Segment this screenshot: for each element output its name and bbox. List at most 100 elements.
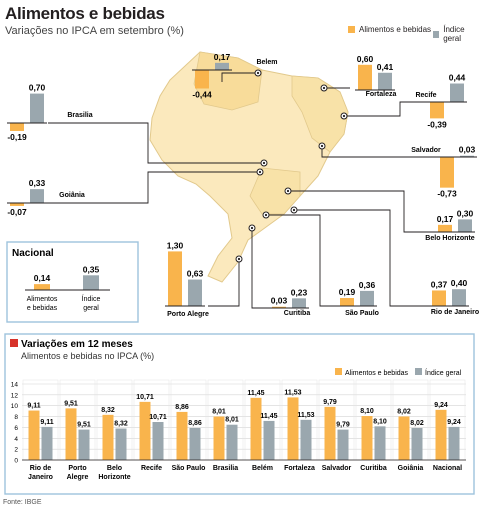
twelve-ytick-4: 4: [14, 436, 18, 443]
twelve-bar-alimentos-goiania: [398, 416, 410, 460]
twelve-bar-alimentos-porto-alegre: [65, 408, 77, 460]
city-group-brasilia: -0,19 0,70 Brasilia: [7, 83, 93, 142]
nacional-box: Nacional 0,14 Alimentos e bebidas 0,35 Índice…: [6, 241, 139, 323]
twelve-category-rio-de-janeiro-1: Janeiro: [28, 474, 53, 481]
bar-alimentos-sao-paulo: [340, 298, 354, 306]
twelve-frame: [4, 333, 475, 495]
bar-alimentos-fortaleza: [358, 64, 372, 90]
twelve-month-chart: Variações em 12 meses Alimentos e bebidas…: [4, 333, 475, 495]
twelve-ytick-0: 0: [14, 458, 18, 465]
twelve-title: Variações em 12 meses: [21, 339, 133, 350]
nacional-value-alimentos-e-bebidas: 0,14: [34, 273, 51, 283]
label-alimentos-curitiba: 0,03: [271, 296, 288, 306]
bar-indice-porto-alegre: [188, 279, 202, 306]
twelve-ytick-14: 14: [11, 382, 19, 389]
twelve-bar-indice-sao-paulo: [189, 427, 201, 460]
connector-line-goiania: [42, 171, 260, 204]
city-name-curitiba: Curitiba: [284, 310, 311, 317]
city-marker-dot-sao-paulo: [264, 213, 268, 217]
twelve-category-porto-alegre-0: Porto: [68, 465, 86, 472]
label-indice-porto-alegre: 0,63: [187, 269, 204, 279]
legend-indice: Índice geral: [433, 25, 480, 43]
twelve-bar-indice-curitiba: [374, 426, 386, 460]
bar-alimentos-belo-horizonte: [438, 224, 452, 232]
twelve-label-indice-belo-horizonte: 8,32: [114, 421, 128, 428]
bar-indice-brasilia: [30, 93, 44, 123]
brazil-map: [149, 51, 349, 283]
twelve-legend-alimentos: Alimentos e bebidas: [345, 370, 409, 377]
city-groups: -0,44 0,17 Belem 0,600,41 Fortaleza -0,39 0,44…: [7, 52, 479, 318]
twelve-bar-indice-nacional: [448, 426, 460, 460]
twelve-category-goiania-0: Goiânia: [398, 465, 424, 472]
bar-alimentos-goiania: [10, 203, 24, 206]
twelve-bar-indice-belem: [263, 420, 275, 460]
label-indice-recife: 0,44: [449, 73, 466, 83]
label-alimentos-recife: -0,39: [427, 119, 447, 129]
bar-indice-sao-paulo: [360, 290, 374, 306]
twelve-label-alimentos-curitiba: 8,10: [360, 408, 374, 415]
label-alimentos-belem: -0,44: [192, 89, 212, 99]
label-alimentos-salvador: -0,73: [437, 189, 457, 199]
bar-alimentos-rio-de-janeiro: [432, 290, 446, 306]
connector-line-rio-de-janeiro: [294, 209, 432, 307]
label-alimentos-brasilia: -0,19: [7, 132, 27, 142]
page-subtitle: Variações no IPCA em setembro (%): [5, 25, 184, 37]
city-marker-dot-porto-alegre: [237, 257, 241, 261]
label-indice-goiania: 0,33: [29, 178, 46, 188]
twelve-bar-alimentos-salvador: [324, 406, 336, 460]
bar-indice-fortaleza: [378, 72, 392, 90]
twelve-label-alimentos-porto-alegre: 9,51: [64, 400, 78, 407]
twelve-bar-indice-belo-horizonte: [115, 428, 127, 460]
twelve-bar-alimentos-sao-paulo: [176, 411, 188, 460]
bar-indice-belem: [215, 62, 229, 70]
twelve-bar-alimentos-belo-horizonte: [102, 414, 114, 460]
label-alimentos-sao-paulo: 0,19: [339, 287, 356, 297]
twelve-label-indice-brasilia: 8,01: [225, 417, 239, 424]
label-indice-brasilia: 0,70: [29, 83, 46, 93]
city-name-recife: Recife: [415, 92, 436, 99]
twelve-label-alimentos-goiania: 8,02: [397, 408, 411, 415]
twelve-label-alimentos-brasilia: 8,01: [212, 409, 226, 416]
twelve-bar-indice-goiania: [411, 427, 423, 460]
brazil-map-northeast: [291, 75, 349, 153]
city-group-recife: -0,39 0,44 Recife: [415, 73, 467, 129]
twelve-category-belo-horizonte-0: Belo: [107, 465, 122, 472]
city-name-salvador: Salvador: [411, 147, 441, 154]
city-name-rio-de-janeiro: Rio de Janeiro: [431, 309, 479, 316]
city-marker-dot-recife: [342, 114, 346, 118]
twelve-category-sao-paulo-0: São Paulo: [172, 465, 206, 472]
twelve-bar-alimentos-nacional: [435, 409, 447, 460]
label-indice-fortaleza: 0,41: [377, 62, 394, 72]
twelve-label-indice-fortaleza: 11,53: [297, 412, 314, 419]
bar-indice-recife: [450, 83, 464, 102]
label-indice-rio-de-janeiro: 0,40: [451, 278, 468, 288]
bar-alimentos-belem: [195, 70, 209, 89]
city-group-belo-horizonte: 0,170,30 Belo Horizonte: [425, 208, 475, 242]
twelve-bar-indice-porto-alegre: [78, 429, 90, 460]
twelve-label-indice-rio-de-janeiro: 9,11: [40, 419, 53, 426]
bar-alimentos-porto-alegre: [168, 251, 182, 306]
bar-alimentos-salvador: [440, 157, 454, 188]
twelve-bar-alimentos-fortaleza: [287, 397, 299, 460]
connector-line-belem: [221, 72, 258, 82]
twelve-legend-swatch-alimentos: [335, 368, 342, 375]
bar-alimentos-recife: [430, 102, 444, 119]
twelve-bar-alimentos-curitiba: [361, 416, 373, 460]
twelve-ytick-6: 6: [14, 425, 18, 432]
bar-alimentos-brasilia: [10, 123, 24, 131]
nacional-label-alimentos-e-bebidas-1: e bebidas: [27, 305, 58, 312]
nacional-bar-alimentos-e-bebidas: [34, 284, 50, 290]
twelve-label-alimentos-sao-paulo: 8,86: [175, 404, 189, 411]
label-alimentos-fortaleza: 0,60: [357, 54, 374, 64]
city-group-salvador: -0,73 0,03 Salvador: [411, 145, 477, 199]
twelve-category-porto-alegre-1: Alegre: [67, 474, 89, 481]
twelve-label-indice-nacional: 9,24: [447, 419, 461, 426]
label-alimentos-belo-horizonte: 0,17: [437, 214, 454, 224]
twelve-legend-swatch-indice: [415, 368, 422, 375]
city-marker-dot-brasilia: [262, 161, 266, 165]
twelve-ytick-12: 12: [11, 392, 19, 399]
city-name-belo-horizonte: Belo Horizonte: [425, 235, 474, 242]
twelve-bar-indice-rio-de-janeiro: [41, 426, 53, 460]
nacional-label-alimentos-e-bebidas-0: Alimentos: [27, 296, 58, 303]
